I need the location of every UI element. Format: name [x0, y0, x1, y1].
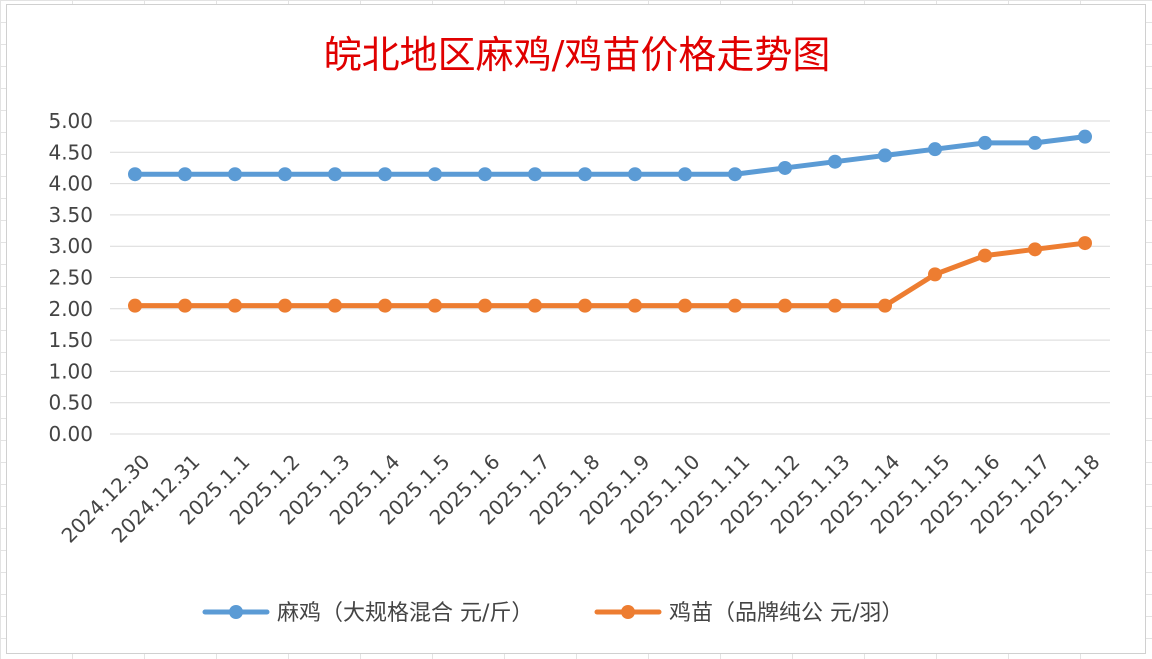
data-point[interactable] [978, 135, 992, 150]
data-point[interactable] [478, 298, 492, 313]
y-tick-label: 0.00 [48, 422, 93, 446]
series-group [128, 129, 1092, 313]
series-line-1[interactable] [132, 134, 1088, 177]
data-point[interactable] [728, 298, 742, 313]
data-point[interactable] [828, 298, 842, 313]
y-tick-label: 2.50 [48, 266, 93, 290]
data-point[interactable] [378, 167, 392, 182]
data-point[interactable] [178, 298, 192, 313]
chart-title: 皖北地区麻鸡/鸡苗价格走势图 [324, 33, 831, 77]
data-point[interactable] [728, 167, 742, 182]
data-point[interactable] [628, 298, 642, 313]
data-point[interactable] [778, 298, 792, 313]
data-point[interactable] [378, 298, 392, 313]
y-axis-tick-labels: 0.00 0.50 1.00 1.50 2.00 2.50 3.00 3.50 4.00 4.50… [48, 109, 93, 446]
y-tick-label: 3.00 [48, 234, 93, 258]
data-point[interactable] [878, 298, 892, 313]
data-point[interactable] [528, 167, 542, 182]
legend-marker-2 [621, 605, 635, 619]
data-point[interactable] [128, 298, 142, 313]
y-tick-label: 0.50 [48, 391, 93, 415]
data-point[interactable] [928, 142, 942, 157]
legend: 麻鸡（大规格混合 元/斤） 鸡苗（品牌纯公 元/羽） [202, 601, 903, 626]
legend-label-1: 麻鸡（大规格混合 元/斤） [277, 601, 533, 626]
gridlines [110, 120, 1110, 435]
data-point[interactable] [1028, 135, 1042, 150]
data-point[interactable] [928, 267, 942, 282]
data-point[interactable] [578, 167, 592, 182]
y-tick-label: 4.00 [48, 172, 93, 196]
data-point[interactable] [878, 148, 892, 163]
data-point[interactable] [428, 298, 442, 313]
data-point[interactable] [678, 298, 692, 313]
data-point[interactable] [178, 167, 192, 182]
data-point[interactable] [678, 167, 692, 182]
data-point[interactable] [1078, 129, 1092, 144]
data-point[interactable] [1078, 236, 1092, 251]
data-point[interactable] [428, 167, 442, 182]
x-axis-tick-labels: 2024.12.302024.12.312025.1.12025.1.22025… [57, 450, 1105, 548]
chart-area[interactable]: 皖北地区麻鸡/鸡苗价格走势图 0.00 0.50 1.00 1.50 2.00 2.50 3… [6, 4, 1146, 654]
y-tick-label: 1.50 [48, 328, 93, 352]
chart-svg: 皖北地区麻鸡/鸡苗价格走势图 0.00 0.50 1.00 1.50 2.00 2.50 3… [48, 33, 1110, 626]
series-line-2[interactable] [132, 240, 1088, 309]
legend-marker-1 [229, 605, 243, 619]
data-point[interactable] [128, 167, 142, 182]
data-point[interactable] [328, 298, 342, 313]
data-point[interactable] [278, 298, 292, 313]
legend-label-2: 鸡苗（品牌纯公 元/羽） [669, 601, 903, 626]
y-tick-label: 4.50 [48, 140, 93, 164]
data-point[interactable] [628, 167, 642, 182]
data-point[interactable] [978, 248, 992, 263]
y-tick-label: 1.00 [48, 359, 93, 383]
data-point[interactable] [328, 167, 342, 182]
data-point[interactable] [778, 160, 792, 175]
y-tick-label: 3.50 [48, 203, 93, 227]
data-point[interactable] [478, 167, 492, 182]
y-tick-label: 2.00 [48, 297, 93, 321]
data-point[interactable] [1028, 242, 1042, 257]
y-tick-label: 5.00 [48, 109, 93, 133]
data-point[interactable] [228, 298, 242, 313]
data-point[interactable] [278, 167, 292, 182]
data-point[interactable] [578, 298, 592, 313]
data-point[interactable] [528, 298, 542, 313]
data-point[interactable] [828, 154, 842, 169]
data-point[interactable] [228, 167, 242, 182]
